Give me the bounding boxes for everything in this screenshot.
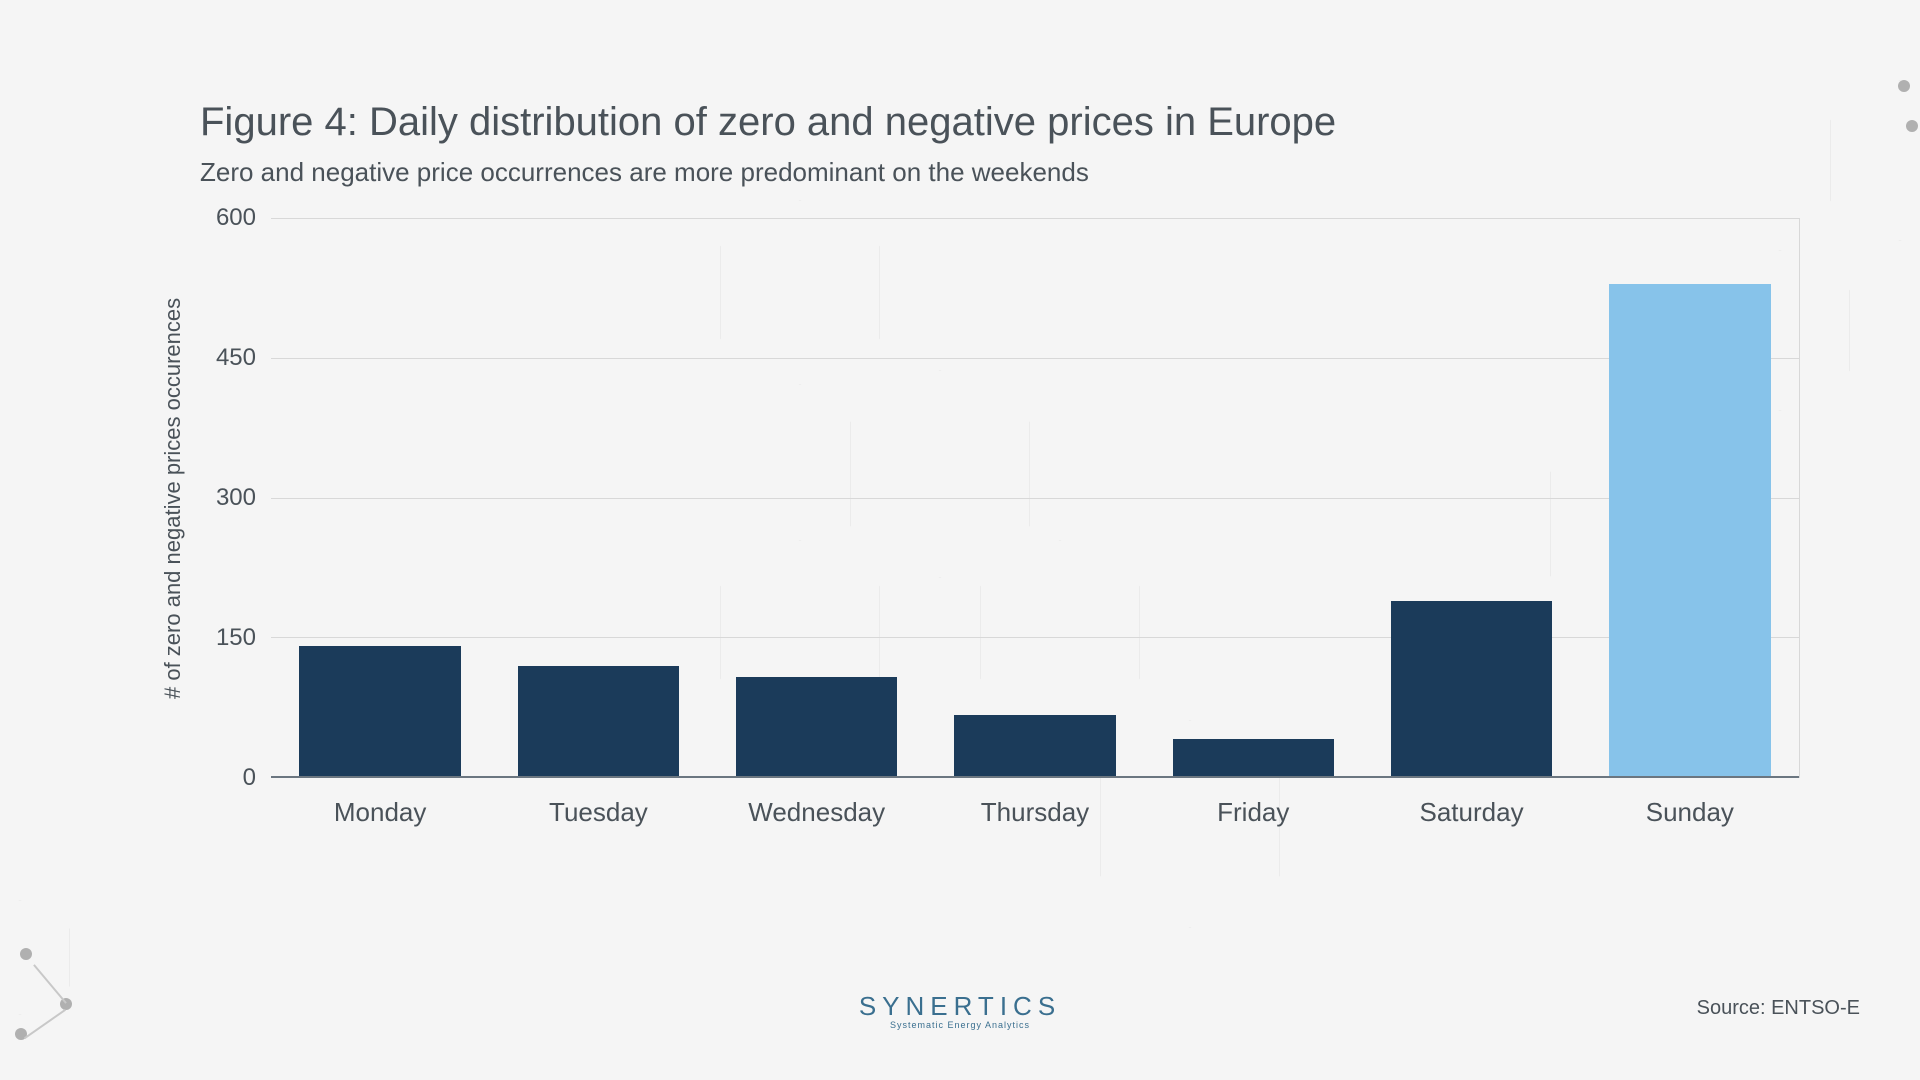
bar-slot xyxy=(271,219,489,778)
bar-slot xyxy=(1581,219,1799,778)
bar-slot xyxy=(1144,219,1362,778)
chart-container: Figure 4: Daily distribution of zero and… xyxy=(0,0,1920,1080)
plot-area: MondayTuesdayWednesdayThursdayFridaySatu… xyxy=(271,218,1800,778)
bar-slot xyxy=(708,219,926,778)
bar-sunday xyxy=(1609,284,1771,778)
bar-wednesday xyxy=(736,677,898,778)
source-attribution: Source: ENTSO-E xyxy=(1697,997,1860,1020)
bar-slot xyxy=(489,219,707,778)
x-axis-line xyxy=(271,776,1799,778)
x-label: Tuesday xyxy=(489,797,707,828)
bars-group xyxy=(271,219,1799,778)
x-label: Sunday xyxy=(1581,797,1799,828)
y-axis-label: # of zero and negative prices occurences xyxy=(160,218,186,778)
bar-friday xyxy=(1173,739,1335,778)
x-label: Thursday xyxy=(926,797,1144,828)
bar-slot xyxy=(926,219,1144,778)
bar-tuesday xyxy=(518,666,680,778)
x-axis-labels: MondayTuesdayWednesdayThursdayFridaySatu… xyxy=(271,797,1799,828)
bar-saturday xyxy=(1391,601,1553,778)
y-axis-ticks: 600 450 300 150 0 xyxy=(196,218,256,778)
x-label: Friday xyxy=(1144,797,1362,828)
bar-monday xyxy=(299,646,461,778)
brand-name: SYNERTICS xyxy=(859,991,1061,1022)
bar-slot xyxy=(1362,219,1580,778)
chart-subtitle: Zero and negative price occurrences are … xyxy=(200,157,1800,188)
chart-wrapper: # of zero and negative prices occurences… xyxy=(160,218,1800,858)
bar-thursday xyxy=(954,715,1116,778)
x-label: Wednesday xyxy=(708,797,926,828)
brand-logo: SYNERTICS Systematic Energy Analytics xyxy=(859,991,1061,1030)
x-label: Monday xyxy=(271,797,489,828)
x-label: Saturday xyxy=(1362,797,1580,828)
chart-title: Figure 4: Daily distribution of zero and… xyxy=(200,100,1800,145)
